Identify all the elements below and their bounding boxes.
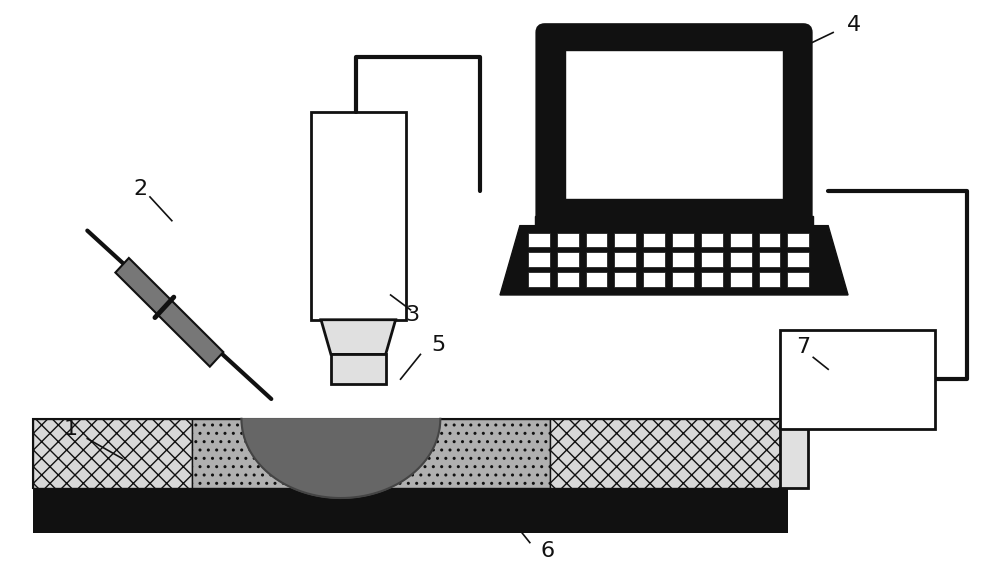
FancyBboxPatch shape: [586, 272, 607, 287]
FancyBboxPatch shape: [787, 272, 809, 287]
FancyBboxPatch shape: [701, 272, 723, 287]
FancyBboxPatch shape: [643, 272, 665, 287]
FancyBboxPatch shape: [730, 233, 752, 247]
Polygon shape: [115, 258, 223, 367]
FancyBboxPatch shape: [586, 252, 607, 267]
FancyBboxPatch shape: [550, 419, 788, 488]
FancyBboxPatch shape: [586, 233, 607, 247]
Text: 5: 5: [431, 335, 445, 356]
FancyBboxPatch shape: [537, 25, 811, 223]
Text: 4: 4: [847, 15, 861, 35]
FancyBboxPatch shape: [672, 252, 694, 267]
FancyBboxPatch shape: [528, 233, 550, 247]
Text: 3: 3: [405, 305, 420, 325]
FancyBboxPatch shape: [759, 252, 780, 267]
FancyBboxPatch shape: [614, 233, 636, 247]
FancyBboxPatch shape: [535, 216, 813, 228]
FancyBboxPatch shape: [557, 252, 579, 267]
FancyBboxPatch shape: [311, 112, 406, 320]
Text: 6: 6: [541, 541, 555, 560]
FancyBboxPatch shape: [33, 488, 788, 533]
Text: 2: 2: [133, 179, 147, 199]
FancyBboxPatch shape: [614, 272, 636, 287]
FancyBboxPatch shape: [643, 252, 665, 267]
Text: 7: 7: [796, 338, 810, 357]
FancyBboxPatch shape: [730, 252, 752, 267]
FancyBboxPatch shape: [528, 252, 550, 267]
Polygon shape: [500, 226, 848, 295]
FancyBboxPatch shape: [192, 419, 550, 488]
FancyBboxPatch shape: [643, 233, 665, 247]
FancyBboxPatch shape: [33, 419, 192, 488]
FancyBboxPatch shape: [565, 50, 783, 199]
FancyBboxPatch shape: [787, 233, 809, 247]
FancyBboxPatch shape: [33, 419, 788, 488]
FancyBboxPatch shape: [557, 233, 579, 247]
FancyBboxPatch shape: [759, 233, 780, 247]
FancyBboxPatch shape: [528, 272, 550, 287]
Text: 1: 1: [63, 419, 77, 439]
FancyBboxPatch shape: [672, 272, 694, 287]
FancyBboxPatch shape: [730, 272, 752, 287]
FancyBboxPatch shape: [701, 233, 723, 247]
Polygon shape: [241, 419, 440, 498]
FancyBboxPatch shape: [780, 424, 808, 488]
FancyBboxPatch shape: [701, 252, 723, 267]
FancyBboxPatch shape: [759, 272, 780, 287]
FancyBboxPatch shape: [672, 233, 694, 247]
Polygon shape: [321, 320, 396, 355]
FancyBboxPatch shape: [557, 272, 579, 287]
FancyBboxPatch shape: [614, 252, 636, 267]
FancyBboxPatch shape: [780, 329, 935, 429]
FancyBboxPatch shape: [787, 252, 809, 267]
FancyBboxPatch shape: [331, 355, 386, 384]
